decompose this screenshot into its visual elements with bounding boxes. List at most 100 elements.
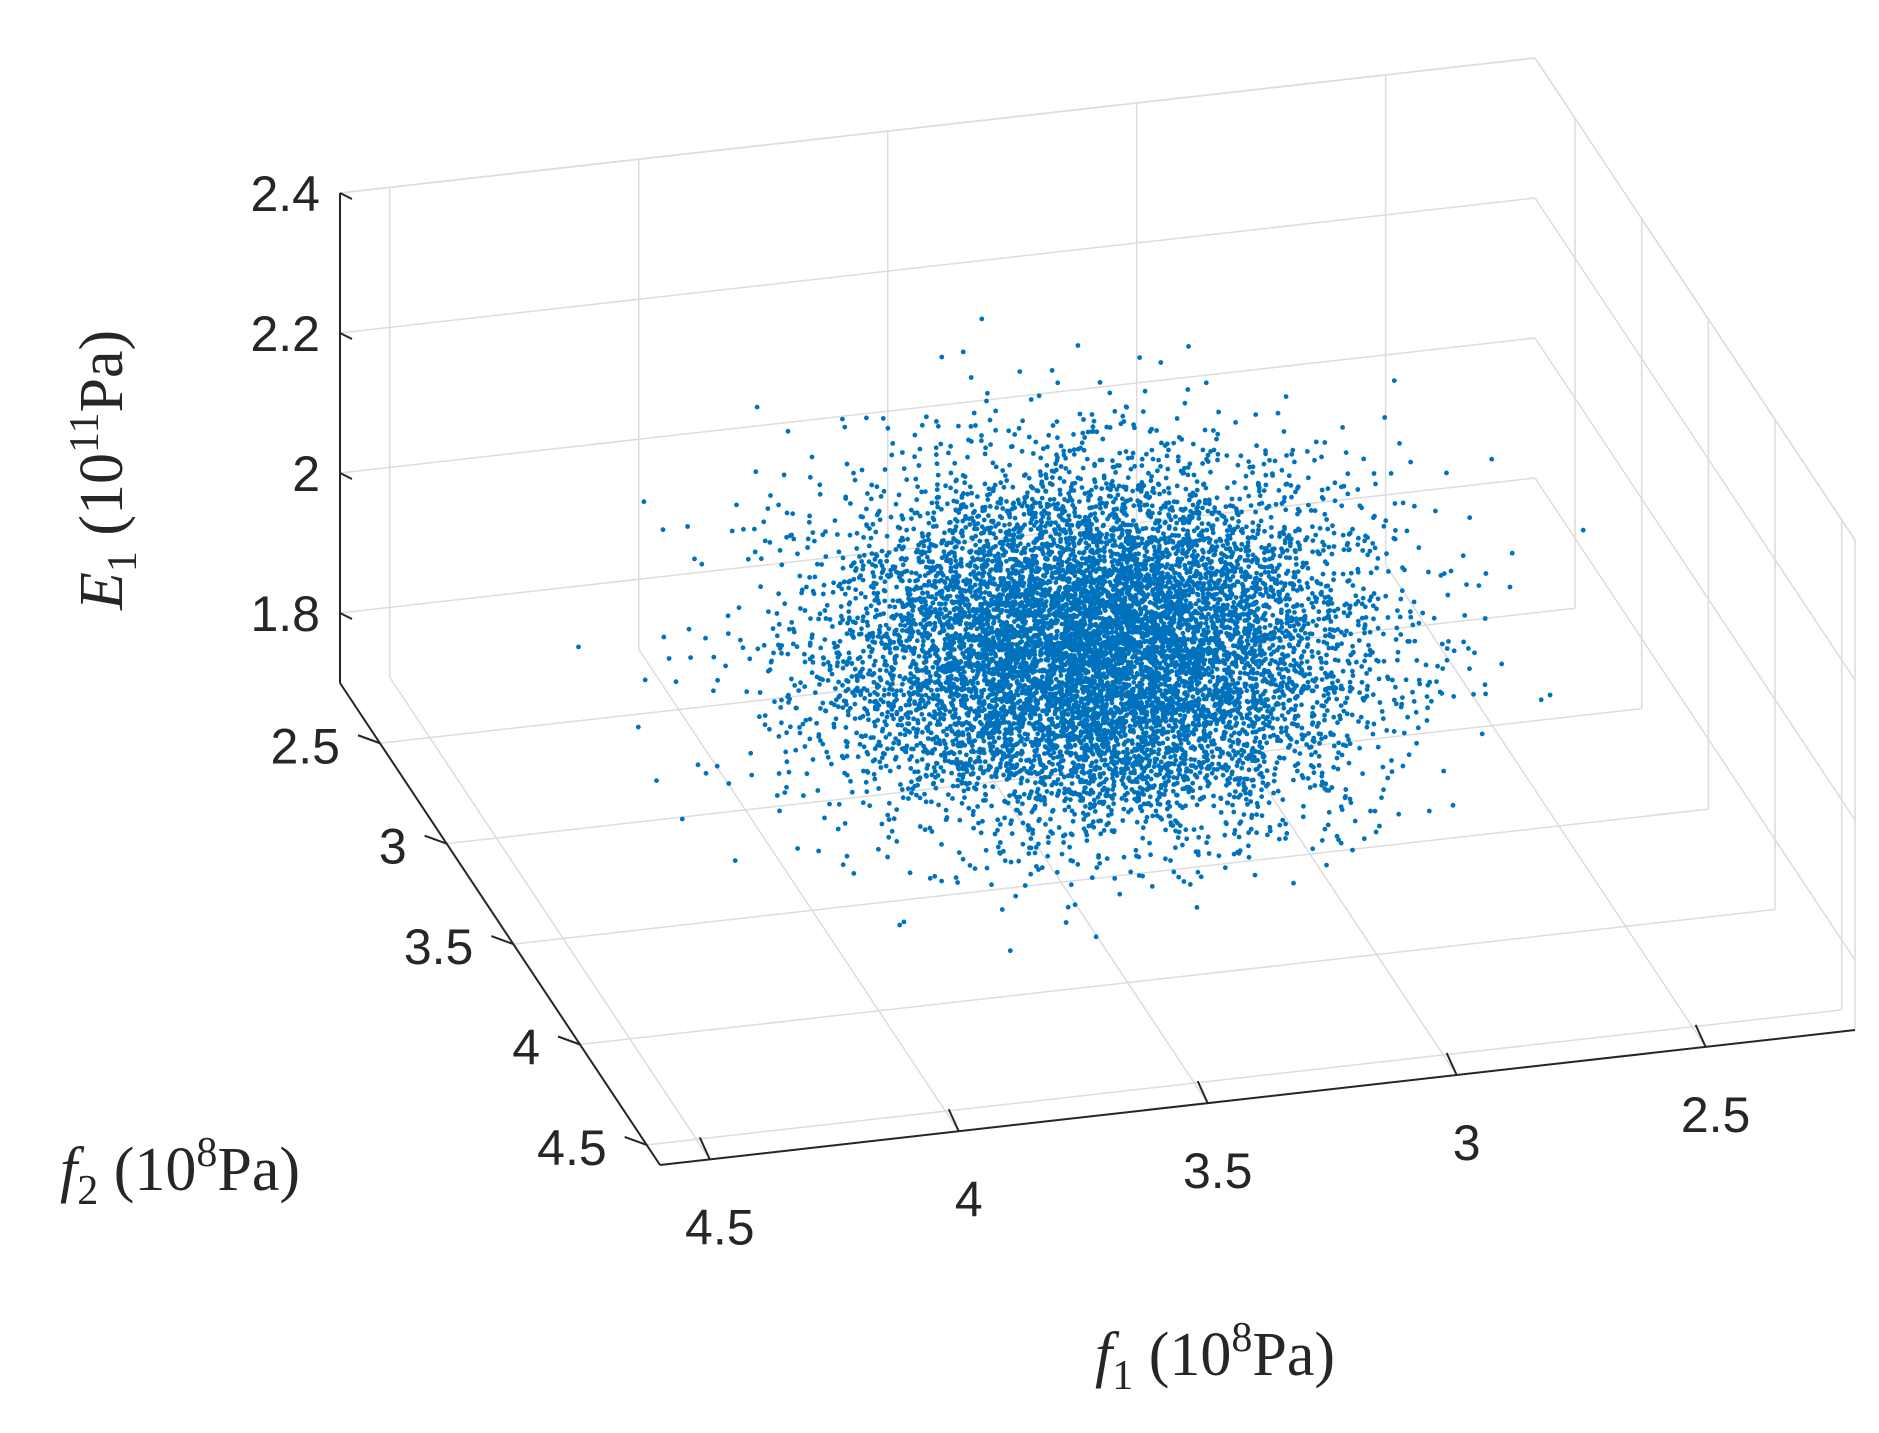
- scatter-point: [1063, 920, 1069, 925]
- scatter-point: [1305, 679, 1311, 685]
- scatter-point: [1140, 409, 1146, 414]
- scatter-point: [854, 678, 860, 684]
- scatter-point: [762, 538, 768, 544]
- scatter-point: [1229, 496, 1235, 502]
- scatter-point: [805, 545, 810, 550]
- scatter-point: [817, 482, 823, 488]
- scatter-point: [1209, 770, 1215, 776]
- scatter-point: [1276, 755, 1282, 760]
- scatter-point: [1228, 744, 1234, 749]
- floor-gridline-y: [646, 1009, 1842, 1146]
- scatter-point: [1301, 608, 1307, 614]
- scatter-point: [1283, 836, 1288, 841]
- scatter-point: [1440, 666, 1446, 671]
- scatter-point: [1094, 526, 1100, 532]
- scatter-point: [1016, 425, 1022, 431]
- scatter-point: [1037, 716, 1043, 722]
- floor-gridline-y: [513, 808, 1709, 945]
- scatter-point: [1026, 434, 1032, 440]
- scatter-point: [926, 695, 932, 701]
- scatter-point: [1408, 614, 1414, 620]
- scatter-point: [901, 655, 907, 660]
- scatter-point: [1190, 780, 1196, 786]
- scatter-point: [855, 615, 860, 621]
- scatter-point: [880, 750, 886, 756]
- scatter-point: [1367, 647, 1373, 653]
- scatter-point: [1283, 821, 1288, 827]
- scatter-point: [962, 795, 967, 800]
- side-wall-gridline-z: [1534, 477, 1856, 961]
- scatter-point: [1413, 709, 1419, 715]
- scatter-point: [1220, 543, 1226, 548]
- scatter-point: [975, 804, 980, 809]
- scatter-point: [1077, 499, 1082, 504]
- scatter-point: [1157, 688, 1163, 693]
- scatter-point: [1292, 459, 1297, 465]
- scatter-point: [1159, 440, 1164, 446]
- scatter-point: [800, 721, 806, 727]
- scatter-point: [1056, 825, 1062, 830]
- scatter-point: [1324, 517, 1329, 522]
- scatter-point: [1159, 604, 1165, 609]
- scatter-point: [1013, 893, 1019, 899]
- scatter-point: [1367, 629, 1373, 635]
- scatter-point: [962, 480, 968, 486]
- scatter-point: [865, 491, 870, 496]
- scatter-point: [1322, 826, 1328, 832]
- scatter-point: [1250, 552, 1256, 558]
- scatter-point: [993, 543, 998, 549]
- scatter-point: [1375, 596, 1381, 602]
- scatter-point: [1288, 662, 1293, 668]
- scatter-point: [922, 573, 928, 578]
- scatter-point: [1174, 800, 1180, 806]
- scatter-point: [1282, 581, 1288, 586]
- scatter-point: [1190, 502, 1196, 508]
- scatter-point: [1411, 599, 1417, 605]
- scatter-point: [1083, 561, 1089, 566]
- scatter-point: [944, 732, 950, 738]
- grid-layer: [339, 57, 1856, 1160]
- scatter-point: [844, 678, 849, 683]
- scatter-point: [1324, 652, 1329, 658]
- scatter-point: [1324, 641, 1330, 646]
- scatter-point: [1236, 794, 1241, 800]
- scatter-point: [1072, 742, 1078, 748]
- scatter-point: [1241, 721, 1247, 726]
- scatter-point: [987, 710, 993, 716]
- scatter-point: [1053, 580, 1059, 585]
- scatter-point: [1283, 394, 1289, 399]
- scatter-point: [1196, 852, 1201, 858]
- scatter-point: [1281, 429, 1287, 434]
- scatter-point: [914, 638, 920, 644]
- scatter-point: [1310, 604, 1316, 610]
- scatter-point: [1021, 473, 1027, 478]
- scatter-point: [1444, 657, 1450, 663]
- scatter-point: [868, 496, 874, 502]
- scatter-point: [932, 709, 937, 715]
- y-tick-mark: [490, 935, 514, 946]
- scatter-point: [1029, 503, 1035, 509]
- scatter-point: [1229, 516, 1235, 521]
- scatter-point: [1194, 802, 1200, 808]
- scatter-point: [1334, 642, 1340, 647]
- scatter-point: [1329, 785, 1335, 790]
- scatter-point: [1250, 758, 1255, 764]
- scatter-point: [1183, 827, 1189, 833]
- scatter-point: [971, 557, 977, 563]
- scatter-point: [977, 632, 983, 638]
- scatter-point: [898, 688, 904, 693]
- scatter-point: [953, 631, 959, 636]
- scatter-point: [950, 783, 956, 789]
- scatter-point: [1128, 869, 1134, 875]
- scatter-point: [899, 535, 905, 541]
- scatter-point: [819, 562, 824, 567]
- scatter-point: [1021, 791, 1027, 797]
- scatter-point: [1254, 443, 1259, 449]
- scatter-point: [1350, 673, 1356, 678]
- scatter-point: [802, 608, 808, 613]
- scatter-point: [1336, 740, 1342, 746]
- scatter-point: [982, 759, 988, 765]
- scatter-point: [1225, 800, 1231, 806]
- scatter-point: [846, 650, 852, 656]
- scatter-point: [1163, 856, 1168, 862]
